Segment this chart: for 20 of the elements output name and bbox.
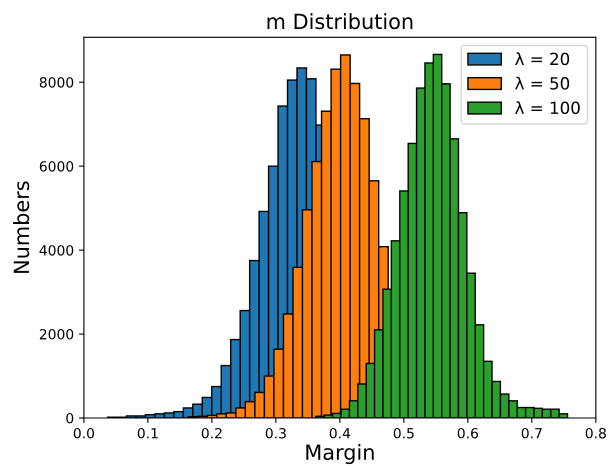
x-tick-label: 0.6 xyxy=(458,428,478,438)
y-tick-label: 0 xyxy=(66,412,74,424)
x-tick-label: 0.4 xyxy=(330,428,350,438)
x-tick-label: 0.7 xyxy=(522,428,542,438)
y-axis-title: Numbers xyxy=(13,181,30,273)
y-tick-label: 6000 xyxy=(40,161,74,172)
x-tick-label: 0.3 xyxy=(266,428,286,438)
x-tick-label: 0.0 xyxy=(74,428,94,438)
legend-label: λ = 50 xyxy=(515,76,570,90)
y-tick-label: 2000 xyxy=(40,329,74,340)
x-tick-label: 0.8 xyxy=(586,428,606,438)
legend-label: λ = 100 xyxy=(515,101,580,114)
y-tick-label: 4000 xyxy=(40,245,74,256)
x-tick-label: 0.5 xyxy=(394,428,414,438)
legend-label: λ = 20 xyxy=(515,52,570,66)
x-tick-label: 0.1 xyxy=(138,428,158,438)
x-tick-label: 0.2 xyxy=(202,428,222,438)
chart-title: m Distribution xyxy=(268,13,412,30)
y-tick-label: 8000 xyxy=(40,77,74,88)
x-axis-title: Margin xyxy=(306,444,374,464)
